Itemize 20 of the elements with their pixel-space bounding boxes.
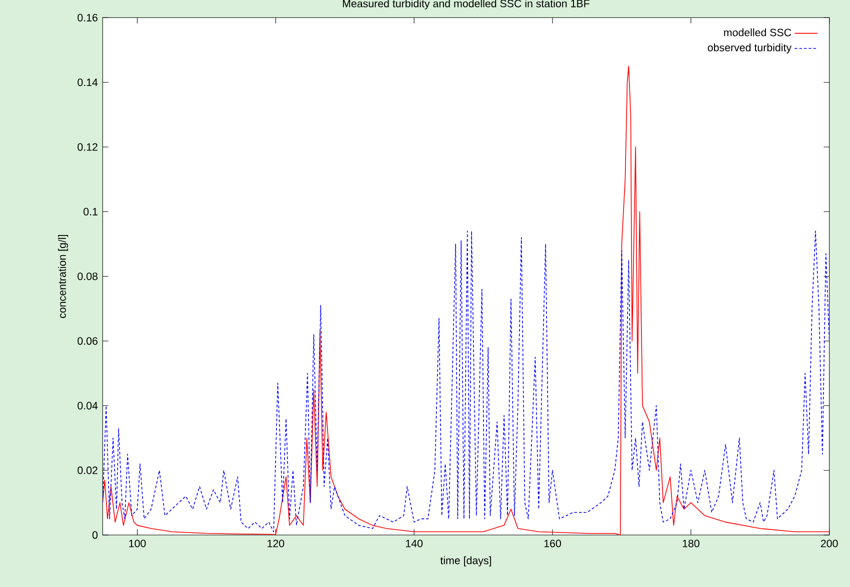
legend-label: modelled SSC [724, 28, 792, 36]
x-tick-label: 100 [129, 540, 146, 548]
y-tick-label: 0.16 [78, 14, 98, 22]
y-axis-title: concentration [g/l] [58, 235, 68, 318]
x-tick-label: 160 [544, 540, 561, 548]
y-tick-label: 0.06 [78, 337, 98, 345]
y-tick-label: 0.14 [78, 78, 98, 86]
legend-label: observed turbidity [708, 43, 792, 54]
x-axis-title: time [days] [440, 556, 492, 566]
y-tick-label: 0 [92, 531, 98, 539]
x-tick-label: 200 [820, 540, 838, 548]
x-tick-label: 180 [682, 540, 700, 548]
y-tick-label: 0.04 [78, 402, 98, 410]
y-tick-label: 0.12 [78, 143, 98, 151]
y-tick-label: 0.1 [84, 208, 98, 216]
line-series [102, 230, 830, 532]
x-tick-label: 120 [268, 540, 284, 548]
y-tick-label: 0.02 [78, 466, 98, 474]
x-tick-label: 140 [406, 540, 423, 548]
y-tick-label: 0.08 [78, 272, 98, 280]
